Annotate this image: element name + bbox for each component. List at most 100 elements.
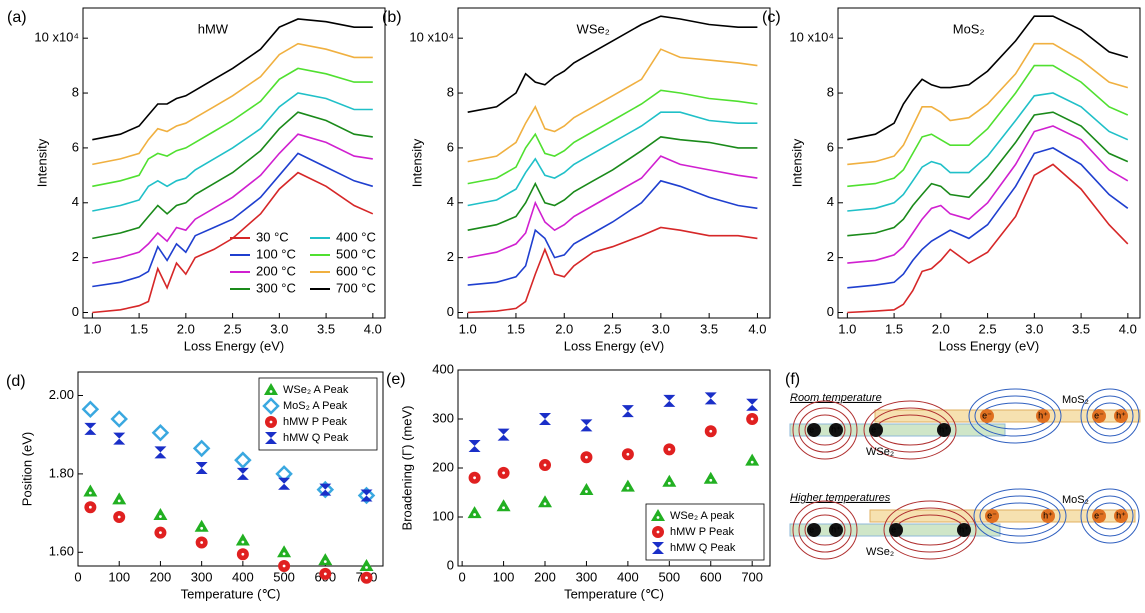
y-axis-label: Position (eV) <box>19 432 34 506</box>
spectrum-line <box>92 152 374 288</box>
spectrum-line <box>92 67 373 188</box>
hole-label: h⁺ <box>959 524 969 534</box>
x-tick-label: 3.5 <box>1072 321 1090 336</box>
hole <box>957 523 971 537</box>
y-tick-label: 4 <box>827 194 834 209</box>
field-line <box>1080 488 1140 544</box>
electron-label: e⁻ <box>891 524 901 534</box>
x-tick-label: 3.5 <box>317 321 335 336</box>
marker-center <box>750 417 754 421</box>
legend-box <box>645 503 765 561</box>
legend-label: hMW P Peak <box>670 526 734 538</box>
schematic-title: Room temperature <box>790 392 882 404</box>
plot-frame <box>77 371 384 567</box>
marker-center <box>282 564 286 568</box>
marker-diamond <box>316 480 335 499</box>
marker-bowtie <box>652 542 664 554</box>
panel-label: (d) <box>6 373 26 390</box>
y-axis-label: Broadening (Γ) (meV) <box>399 406 414 531</box>
hole <box>1036 409 1050 423</box>
y-tick-label: 8 <box>827 84 834 99</box>
spectrum-line <box>92 42 373 166</box>
marker-center <box>543 502 547 506</box>
marker-center <box>117 499 121 503</box>
marker-diamond <box>357 486 376 505</box>
spectrum-line <box>847 15 1129 141</box>
x-tick-label: 2.0 <box>555 321 573 336</box>
x-tick-label: 0 <box>459 569 466 584</box>
hole-label: h⁺ <box>939 424 949 434</box>
legend-label: hMW P Peak <box>283 416 347 428</box>
marker-center <box>585 455 588 459</box>
marker-triangle <box>194 519 209 532</box>
mos2-layer <box>869 509 1136 523</box>
field-line <box>883 500 977 560</box>
marker-center <box>626 452 630 456</box>
marker-bowtie <box>360 489 373 502</box>
electron <box>1092 409 1106 423</box>
y-tick-label: 100 <box>432 508 454 523</box>
field-line <box>792 400 858 460</box>
x-tick-label: 2.5 <box>604 321 622 336</box>
y-tick-label: 10 x10⁴ <box>34 30 79 45</box>
legend-label: 100 °C <box>256 246 296 261</box>
x-tick-label: 4.0 <box>1119 321 1137 336</box>
y-tick-label: 6 <box>447 139 454 154</box>
hole-label: h⁺ <box>1116 410 1126 420</box>
spectrum-line <box>847 42 1129 166</box>
marker-bowtie <box>236 467 249 480</box>
panel-label: (f) <box>785 371 800 388</box>
marker-center <box>656 516 660 519</box>
marker-triangle <box>112 492 127 505</box>
x-tick-label: 3.0 <box>652 321 670 336</box>
marker-bowtie <box>319 483 332 496</box>
hole-label: h⁺ <box>1043 510 1053 520</box>
marker-triangle <box>579 483 594 496</box>
marker-triangle <box>467 506 482 519</box>
marker-triangle <box>153 508 168 521</box>
marker-center <box>667 447 671 451</box>
marker-triangle <box>538 495 553 508</box>
spectrum-line <box>92 111 373 240</box>
marker-bowtie <box>663 394 676 407</box>
x-tick-label: 2.5 <box>224 321 242 336</box>
marker-bowtie <box>539 413 552 425</box>
marker-triangle <box>703 471 718 484</box>
x-tick-label: 400 <box>232 569 254 584</box>
spectrum-line <box>847 163 1129 314</box>
x-tick-label: 1.0 <box>83 321 101 336</box>
marker-triangle <box>277 545 292 558</box>
panel-label: (b) <box>382 9 402 26</box>
x-tick-label: 1.5 <box>507 321 525 336</box>
schematic-title: Higher temperatures <box>790 492 891 504</box>
spectrum-line <box>467 111 758 207</box>
y-tick-label: 6 <box>72 139 79 154</box>
marker-triangle <box>662 474 677 487</box>
marker-triangle <box>651 509 665 521</box>
panel-annotation: WSe₂ <box>577 21 610 36</box>
x-axis-label: Temperature (℃) <box>564 586 664 601</box>
marker-center <box>117 515 121 519</box>
layer-label: WSe₂ <box>866 446 894 458</box>
electron-label: e⁻ <box>809 424 819 434</box>
field-line <box>979 495 1061 537</box>
y-tick-label: 1.80 <box>49 465 74 480</box>
field-line <box>804 414 846 446</box>
x-tick-label: 3.0 <box>1025 321 1043 336</box>
marker-triangle <box>83 484 98 497</box>
legend-label: MoS₂ A Peak <box>283 400 348 412</box>
plot-frame <box>457 7 771 319</box>
field-line <box>973 488 1067 544</box>
panel-label: (c) <box>762 9 781 26</box>
spectrum-line <box>92 133 373 264</box>
marker-center <box>709 429 713 433</box>
marker-bowtie <box>497 428 510 441</box>
legend-label: 300 °C <box>256 280 296 295</box>
legend-box <box>258 377 378 451</box>
marker-bowtie <box>746 398 759 411</box>
legend-label: hMW Q Peak <box>670 542 736 554</box>
marker-diamond <box>151 423 170 442</box>
y-tick-label: 2 <box>827 249 834 264</box>
x-tick-label: 100 <box>108 569 130 584</box>
marker-center <box>502 506 505 510</box>
